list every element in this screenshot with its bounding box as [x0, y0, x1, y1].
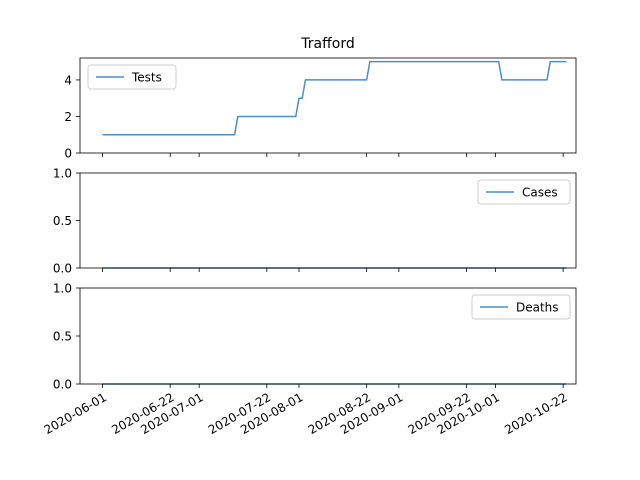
chart-title: Trafford [300, 36, 354, 52]
y-tick-label: 4 [64, 73, 72, 87]
panel-cases: 0.0 0.5 1.0 Cases [53, 167, 577, 276]
y-tick-label: 1.0 [53, 167, 72, 181]
legend-tests: Tests [87, 64, 177, 90]
legend-cases: Cases [477, 179, 571, 205]
legend-deaths: Deaths [471, 294, 571, 320]
y-tick-label: 1.0 [53, 282, 72, 296]
axes-frame [79, 57, 577, 154]
legend-box [87, 64, 177, 90]
legend-box [471, 294, 571, 320]
legend-label: Deaths [516, 301, 559, 315]
panel-tests: 0 2 4 Tests [64, 57, 577, 161]
y-tick-label: 0.5 [53, 330, 72, 344]
y-tick-label: 0.0 [53, 378, 72, 392]
panel-deaths: 0.0 0.5 1.0 Deaths [53, 282, 577, 392]
legend-box [477, 179, 571, 205]
legend-label: Tests [131, 71, 162, 85]
y-tick-label: 0.5 [53, 214, 72, 228]
y-tick-label: 0 [64, 147, 72, 161]
y-tick-label: 2 [64, 110, 72, 124]
y-tick-label: 0.0 [53, 262, 72, 276]
series-line-tests [102, 60, 567, 136]
legend-label: Cases [522, 186, 558, 200]
